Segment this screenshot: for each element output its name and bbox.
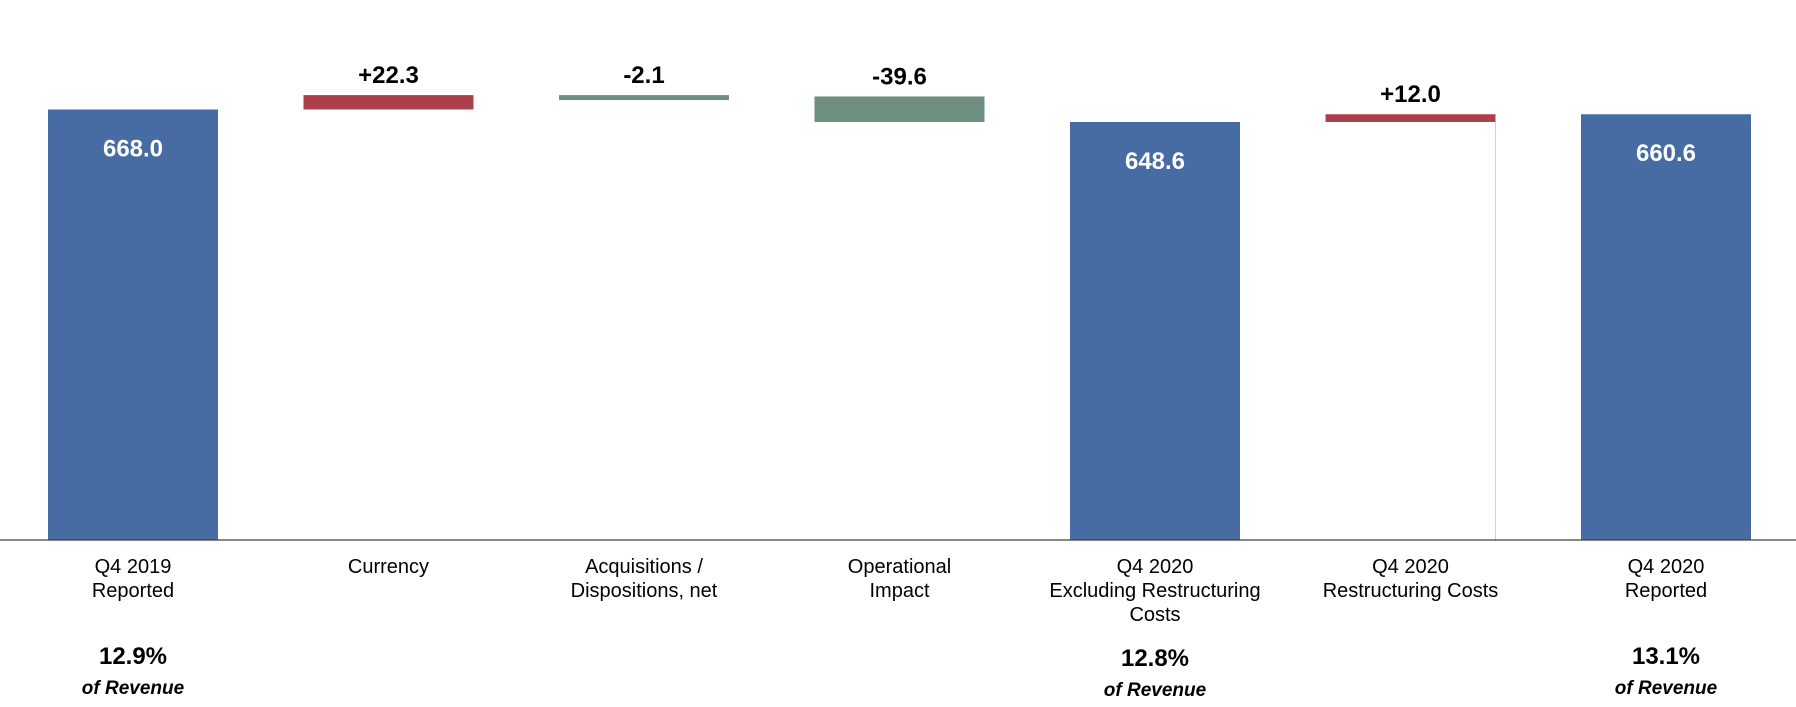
bar-value-label-6: 660.6 [1636, 140, 1696, 167]
category-label-3: Operational Impact [848, 556, 951, 602]
category-label-6: Q4 2020 Reported [1625, 556, 1707, 602]
bar-value-label-0: 668.0 [103, 135, 163, 162]
revenue-percent-caption-6: of Revenue [1615, 678, 1718, 699]
decrease-bar-2 [559, 95, 729, 101]
increase-bar-1 [303, 95, 474, 110]
increase-bar-5 [1325, 114, 1496, 122]
category-label-0: Q4 2019 Reported [92, 556, 174, 602]
bars-layer [48, 95, 1751, 541]
decrease-bar-3 [814, 96, 985, 122]
category-label-5: Q4 2020 Restructuring Costs [1323, 556, 1499, 602]
bar-value-label-2: -2.1 [623, 62, 664, 89]
revenue-percent-6: 13.1% [1632, 643, 1700, 670]
revenue-percent-4: 12.8% [1121, 645, 1189, 672]
bar-value-label-5: +12.0 [1380, 81, 1441, 108]
bar-value-label-3: -39.6 [872, 63, 927, 90]
total-bar-4 [1070, 121, 1240, 541]
labels-layer: 668.0 +22.3 -2.1 -39.6 648.6 +12.0 660.6 [103, 62, 1696, 175]
category-label-1: Currency [348, 556, 429, 578]
category-label-2: Acquisitions / Dispositions, net [571, 556, 718, 602]
total-bar-0 [48, 109, 218, 540]
bar-value-label-1: +22.3 [358, 62, 419, 89]
bar-value-label-4: 648.6 [1125, 148, 1185, 175]
revenue-percent-0: 12.9% [99, 643, 167, 670]
category-label-4: Q4 2020 Excluding Restructuring Costs [1049, 556, 1260, 626]
revenue-percent-labels: 12.9% of Revenue 12.8% of Revenue 13.1% of Re… [82, 643, 1718, 701]
revenue-percent-caption-4: of Revenue [1104, 680, 1207, 701]
category-labels: Q4 2019 Reported Currency Acquisitions / Dis… [92, 556, 1707, 626]
revenue-percent-caption-0: of Revenue [82, 678, 185, 699]
total-bar-6 [1581, 114, 1751, 541]
